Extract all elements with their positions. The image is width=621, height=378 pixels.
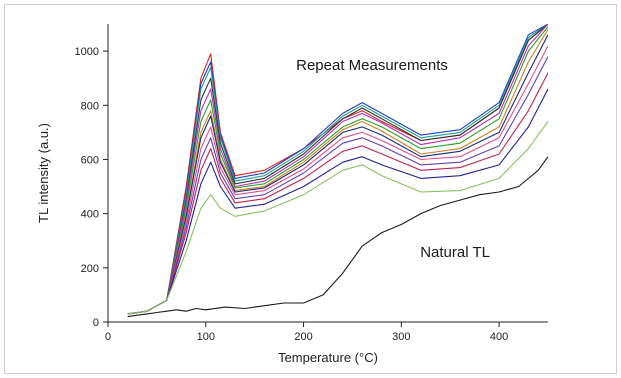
series-line-6: [127, 26, 548, 315]
series-line-14: [127, 156, 548, 318]
y-axis-title: TL intensity (a.u.): [36, 123, 51, 223]
plot-area: [108, 24, 548, 322]
y-tick-label: 800: [81, 100, 99, 112]
annotation-layer: Repeat Measurements Natural TL: [296, 57, 490, 261]
x-axis-title: Temperature (°C): [278, 350, 378, 365]
x-tick-label: 100: [197, 331, 215, 343]
x-tick-label: 200: [294, 331, 312, 343]
annotation-2: Natural TL: [420, 244, 490, 261]
x-tick-label: 0: [105, 331, 111, 343]
series-line-12: [127, 88, 548, 315]
series-layer: [127, 24, 548, 318]
y-tick-label: 1000: [75, 46, 99, 58]
y-tick-label: 200: [81, 263, 99, 275]
axes-layer: 0 100 200 300 400 0 200 400 600 800 1000: [75, 24, 548, 343]
series-line-3: [127, 24, 548, 315]
y-tick-label: 600: [81, 154, 99, 166]
y-tick-label: 400: [81, 209, 99, 221]
series-line-13: [127, 121, 548, 315]
series-line-8: [127, 34, 548, 315]
series-line-9: [127, 45, 548, 315]
y-tick-label: 0: [93, 317, 99, 329]
plot-background: [108, 24, 548, 322]
x-tick-label: 400: [490, 331, 508, 343]
series-line-11: [127, 72, 548, 315]
annotation-1: Repeat Measurements: [296, 57, 448, 74]
x-tick-label: 300: [392, 331, 410, 343]
series-line-5: [127, 24, 548, 315]
series-line-10: [127, 56, 548, 315]
